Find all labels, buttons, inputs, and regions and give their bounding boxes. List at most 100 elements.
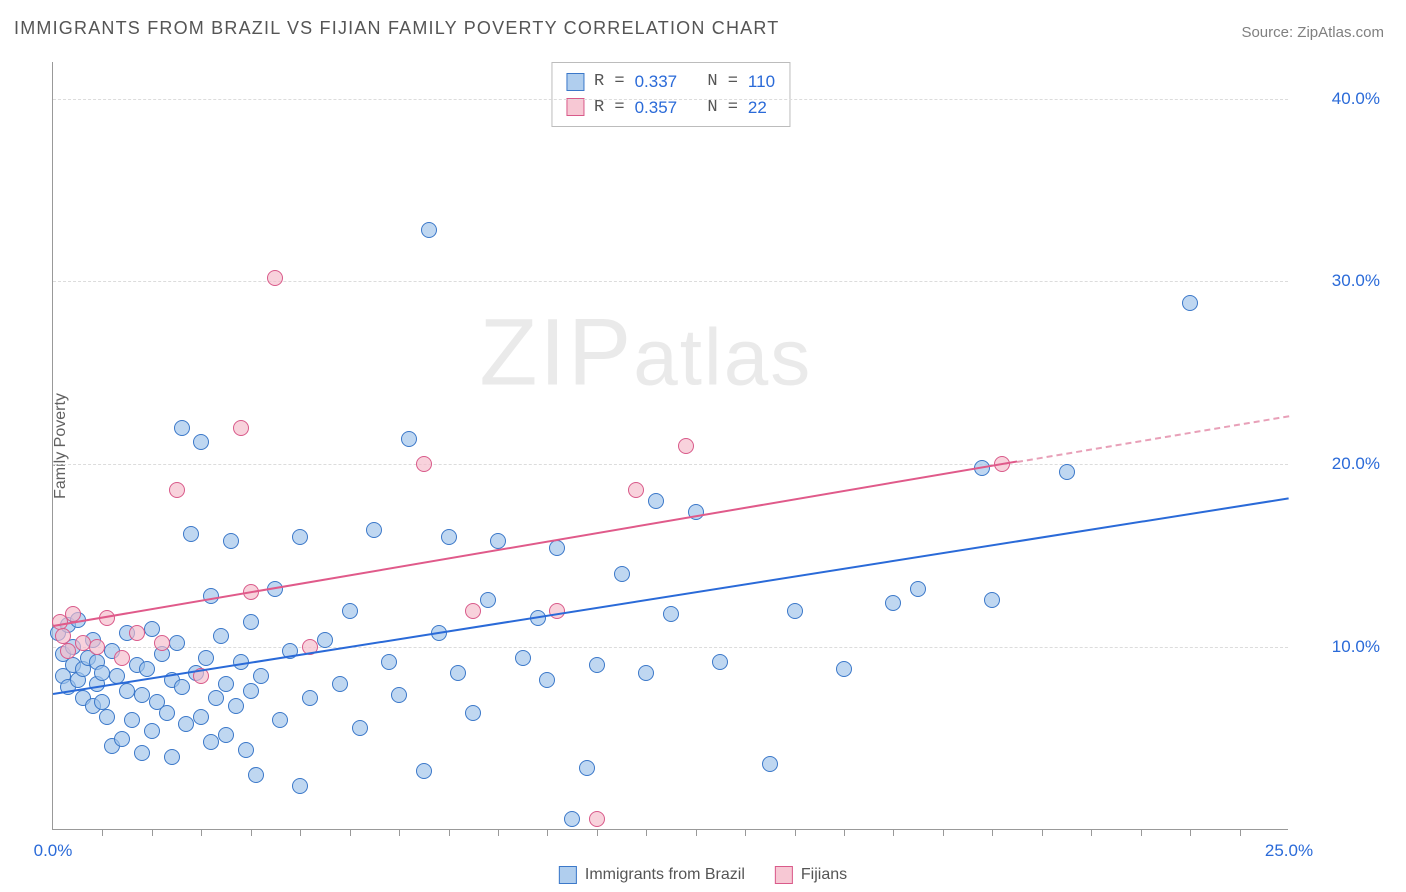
x-tick-mark (646, 829, 647, 836)
x-tick-mark (745, 829, 746, 836)
scatter-point (272, 712, 288, 728)
scatter-point (450, 665, 466, 681)
x-tick-mark (844, 829, 845, 836)
scatter-point (317, 632, 333, 648)
watermark: ZIPatlas (479, 299, 812, 408)
scatter-point (984, 592, 1000, 608)
scatter-point (401, 431, 417, 447)
x-tick-mark (449, 829, 450, 836)
scatter-point (193, 709, 209, 725)
x-tick-mark (1240, 829, 1241, 836)
scatter-point (228, 698, 244, 714)
scatter-point (579, 760, 595, 776)
swatch-blue-icon (566, 73, 584, 91)
scatter-point (515, 650, 531, 666)
scatter-point (129, 625, 145, 641)
scatter-point (885, 595, 901, 611)
x-tick-mark (102, 829, 103, 836)
watermark-big: ZIP (479, 300, 633, 406)
scatter-point (174, 420, 190, 436)
chart-container: IMMIGRANTS FROM BRAZIL VS FIJIAN FAMILY … (0, 0, 1406, 892)
gridline (53, 647, 1288, 648)
x-tick-mark (1141, 829, 1142, 836)
scatter-point (193, 434, 209, 450)
scatter-point (174, 679, 190, 695)
trend-line (53, 461, 1017, 628)
x-tick-mark (201, 829, 202, 836)
legend-row-1: R = 0.337 N = 110 (566, 69, 775, 95)
legend-item-fijians: Fijians (775, 866, 847, 884)
y-tick-label: 10.0% (1300, 637, 1380, 657)
scatter-point (213, 628, 229, 644)
scatter-point (218, 676, 234, 692)
scatter-point (332, 676, 348, 692)
scatter-point (218, 727, 234, 743)
scatter-point (159, 705, 175, 721)
scatter-point (144, 621, 160, 637)
scatter-point (94, 694, 110, 710)
scatter-point (94, 665, 110, 681)
scatter-point (223, 533, 239, 549)
x-tick-mark (1190, 829, 1191, 836)
scatter-point (712, 654, 728, 670)
scatter-point (441, 529, 457, 545)
source-attribution: Source: ZipAtlas.com (1241, 24, 1384, 41)
scatter-point (60, 643, 76, 659)
x-tick-mark (696, 829, 697, 836)
scatter-point (203, 734, 219, 750)
scatter-point (589, 657, 605, 673)
swatch-pink-icon (775, 866, 793, 884)
scatter-point (144, 723, 160, 739)
scatter-point (836, 661, 852, 677)
scatter-point (564, 811, 580, 827)
scatter-point (480, 592, 496, 608)
x-tick-label: 25.0% (1265, 841, 1313, 861)
scatter-point (114, 731, 130, 747)
scatter-point (549, 540, 565, 556)
scatter-point (238, 742, 254, 758)
x-tick-label: 0.0% (34, 841, 73, 861)
scatter-point (178, 716, 194, 732)
chart-title: IMMIGRANTS FROM BRAZIL VS FIJIAN FAMILY … (14, 18, 779, 39)
x-tick-mark (399, 829, 400, 836)
scatter-point (75, 635, 91, 651)
scatter-point (134, 745, 150, 761)
trend-line (1017, 415, 1289, 463)
legend-item-brazil: Immigrants from Brazil (559, 866, 745, 884)
scatter-point (648, 493, 664, 509)
swatch-pink-icon (566, 98, 584, 116)
scatter-point (910, 581, 926, 597)
scatter-point (139, 661, 155, 677)
x-tick-mark (795, 829, 796, 836)
scatter-point (549, 603, 565, 619)
watermark-small: atlas (633, 313, 812, 402)
scatter-point (233, 420, 249, 436)
y-tick-label: 20.0% (1300, 454, 1380, 474)
x-tick-mark (350, 829, 351, 836)
x-tick-mark (992, 829, 993, 836)
scatter-point (169, 482, 185, 498)
scatter-point (248, 767, 264, 783)
scatter-point (89, 639, 105, 655)
x-tick-mark (1042, 829, 1043, 836)
scatter-point (421, 222, 437, 238)
x-tick-mark (251, 829, 252, 836)
scatter-point (465, 603, 481, 619)
scatter-point (490, 533, 506, 549)
y-tick-label: 30.0% (1300, 271, 1380, 291)
x-tick-mark (300, 829, 301, 836)
scatter-point (762, 756, 778, 772)
r-label: R = (594, 69, 625, 95)
scatter-point (183, 526, 199, 542)
scatter-point (342, 603, 358, 619)
scatter-point (628, 482, 644, 498)
gridline (53, 464, 1288, 465)
legend-label: Immigrants from Brazil (585, 866, 745, 884)
scatter-point (243, 683, 259, 699)
scatter-point (114, 650, 130, 666)
x-tick-mark (547, 829, 548, 836)
scatter-point (589, 811, 605, 827)
scatter-point (208, 690, 224, 706)
gridline (53, 281, 1288, 282)
scatter-point (292, 778, 308, 794)
